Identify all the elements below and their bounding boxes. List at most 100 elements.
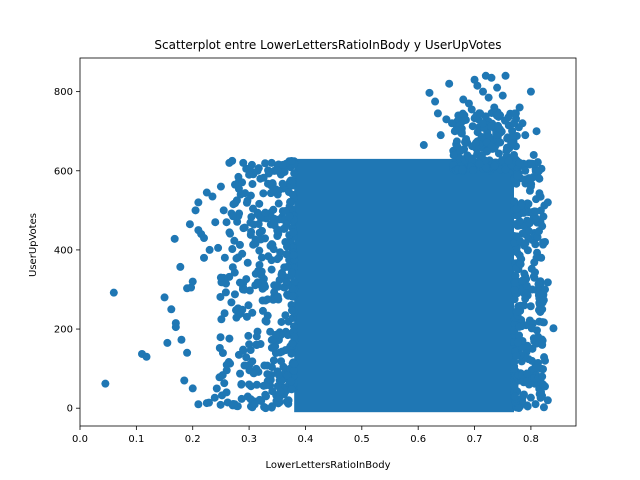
- scatter-point-filler: [520, 269, 529, 278]
- scatter-point: [521, 131, 530, 140]
- scatter-point: [495, 125, 504, 134]
- scatter-point-filler: [235, 278, 244, 287]
- scatter-point-filler: [275, 393, 284, 402]
- scatter-point: [459, 95, 468, 104]
- scatter-point-filler: [230, 236, 239, 245]
- scatter-point: [450, 127, 459, 136]
- scatter-point-filler: [273, 292, 282, 301]
- scatter-point: [247, 160, 256, 169]
- scatter-point-filler: [257, 253, 266, 262]
- scatter-point: [521, 166, 530, 175]
- scatter-point-filler: [269, 205, 278, 214]
- scatter-point-filler: [282, 277, 291, 286]
- scatter-point-filler: [288, 339, 297, 348]
- scatter-point: [532, 127, 541, 136]
- scatter-point-filler: [515, 322, 524, 331]
- scatter-point-filler: [508, 132, 517, 141]
- scatter-point-filler: [240, 285, 249, 294]
- scatter-point-filler: [261, 159, 270, 168]
- scatter-point: [228, 156, 237, 165]
- scatter-point: [493, 83, 502, 92]
- scatter-point-filler: [289, 251, 298, 260]
- scatter-point: [510, 119, 518, 128]
- scatter-point: [467, 105, 476, 114]
- scatter-point: [549, 324, 558, 333]
- scatter-point: [171, 323, 180, 332]
- y-tick-label: 600: [54, 166, 73, 177]
- scatter-point: [529, 150, 538, 159]
- scatter-point-filler: [531, 240, 540, 249]
- y-tick-label: 800: [54, 87, 73, 98]
- scatter-point-filler: [532, 214, 541, 223]
- scatter-point: [185, 220, 194, 229]
- scatter-point: [250, 400, 259, 409]
- scatter-point-filler: [229, 212, 238, 221]
- scatter-point: [515, 103, 524, 112]
- scatter-point-filler: [210, 393, 219, 402]
- scatter-point-filler: [510, 197, 519, 206]
- scatter-point-filler: [512, 204, 521, 213]
- scatter-point: [431, 97, 440, 106]
- scatter-point-filler: [220, 309, 229, 318]
- scatter-point: [183, 348, 192, 357]
- scatter-point-filler: [269, 245, 278, 254]
- scatter-point-filler: [290, 169, 299, 178]
- scatter-point-filler: [248, 308, 257, 317]
- scatter-point-filler: [260, 361, 269, 370]
- scatter-point: [504, 113, 513, 122]
- scatter-point-filler: [269, 343, 278, 352]
- scatter-point-filler: [237, 394, 246, 403]
- scatter-point: [425, 88, 434, 97]
- scatter-point: [194, 400, 203, 409]
- scatter-point-filler: [287, 157, 296, 166]
- scatter-point: [498, 91, 507, 100]
- scatter-point-filler: [283, 262, 292, 271]
- scatter-point-filler: [267, 265, 276, 274]
- scatter-point: [200, 234, 208, 243]
- y-tick-label: 400: [54, 245, 73, 256]
- scatter-point-filler: [287, 205, 296, 214]
- scatter-point-filler: [521, 239, 530, 248]
- scatter-point: [191, 206, 200, 215]
- scatter-point-filler: [268, 387, 277, 396]
- scatter-point-filler: [252, 332, 261, 341]
- scatter-point-filler: [225, 334, 234, 343]
- scatter-point-filler: [256, 213, 265, 222]
- scatter-point-filler: [235, 240, 244, 249]
- scatter-point: [233, 402, 242, 411]
- x-tick-label: 0.7: [467, 434, 483, 445]
- scatter-point-filler: [220, 379, 229, 388]
- scatter-point: [216, 273, 225, 282]
- scatter-point-filler: [478, 119, 487, 128]
- scatter-point-filler: [220, 253, 229, 262]
- scatter-point: [543, 198, 552, 207]
- scatter-point: [476, 109, 485, 118]
- scatter-point: [490, 103, 499, 112]
- scatter-point: [167, 305, 176, 314]
- scatter-point-filler: [481, 163, 490, 172]
- x-tick-label: 0.6: [410, 434, 426, 445]
- scatter-point-filler: [287, 377, 296, 386]
- scatter-point: [541, 356, 549, 365]
- scatter-point-filler: [539, 403, 548, 412]
- scatter-point-filler: [277, 317, 286, 326]
- scatter-point-filler: [270, 219, 279, 228]
- y-tick-label: 0: [67, 404, 73, 415]
- scatter-point-filler: [523, 402, 532, 411]
- scatter-point-filler: [290, 278, 299, 287]
- scatter-point: [163, 338, 172, 347]
- scatter-point-filler: [255, 228, 264, 237]
- scatter-point-filler: [273, 255, 282, 264]
- scatter-point: [188, 384, 197, 393]
- scatter-point: [532, 253, 541, 262]
- scatter-point-filler: [258, 306, 267, 315]
- scatter-point-filler: [289, 366, 298, 375]
- scatter-point: [541, 238, 549, 246]
- scatter-point-filler: [232, 254, 241, 263]
- scatter-point-filler: [498, 156, 507, 165]
- scatter-point-filler: [260, 280, 269, 289]
- scatter-point-filler: [449, 151, 458, 160]
- scatter-point-filler: [240, 361, 249, 370]
- scatter-point-filler: [502, 147, 511, 156]
- scatter-point: [245, 170, 254, 179]
